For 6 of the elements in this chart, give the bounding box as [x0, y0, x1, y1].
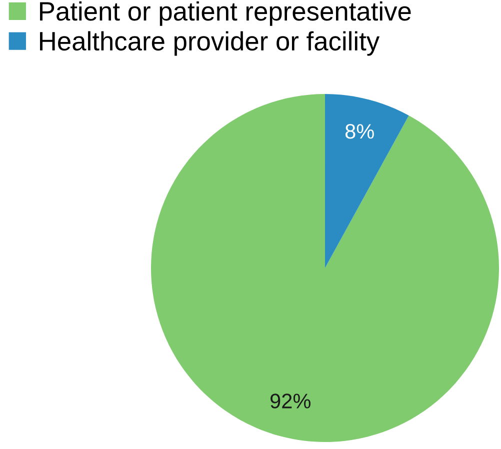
pie-slice — [151, 94, 499, 442]
data-label: 8% — [345, 124, 374, 139]
legend-label: Healthcare provider or facility — [40, 31, 380, 56]
data-label: 92% — [270, 394, 310, 408]
pie-slice — [325, 94, 409, 268]
legend-label: Patient or patient representative — [40, 1, 411, 26]
